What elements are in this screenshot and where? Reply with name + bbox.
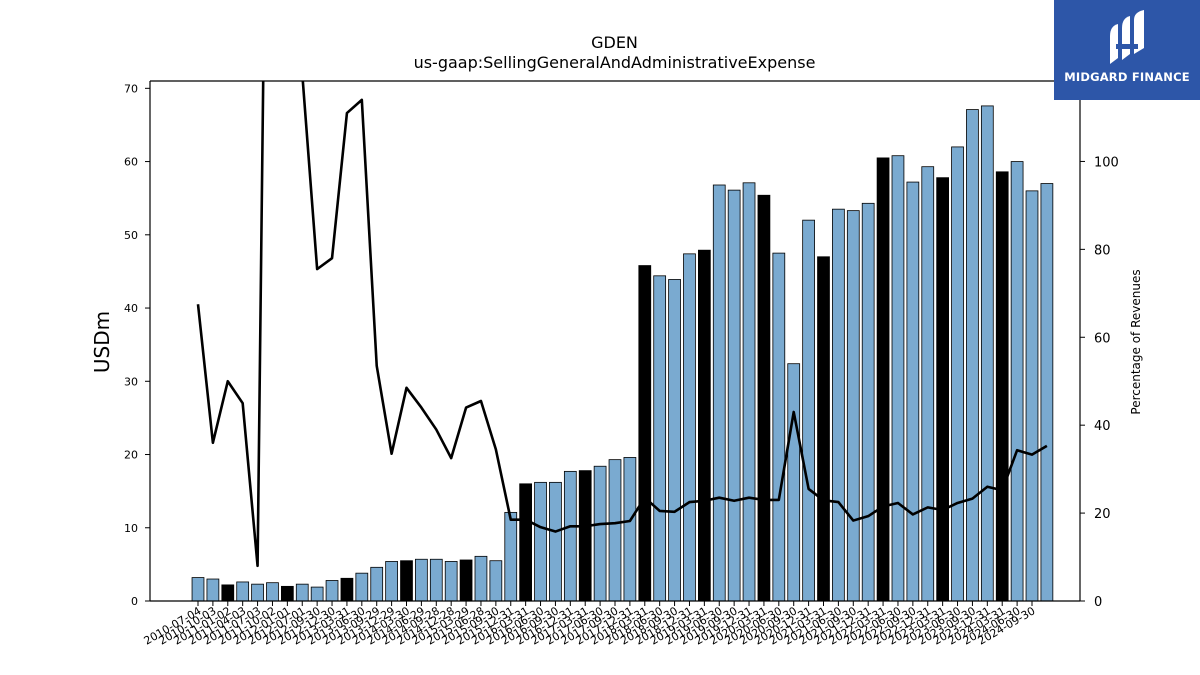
bar [355,572,369,602]
bar [712,184,726,602]
bar [370,566,384,602]
bar [474,555,488,602]
y-tick-label: 40 [124,302,138,315]
bar [221,584,235,602]
y-tick-label: 20 [124,449,138,462]
right-axis-ticks: 0 20 40 60 80 100 [1080,155,1119,610]
bar [534,481,547,602]
bar [385,561,398,602]
bar [1010,161,1024,602]
y2-tick-label: 60 [1094,331,1111,346]
y2-axis-label: Percentage of Revenues [1129,269,1143,414]
bar [489,560,503,602]
bar [951,146,964,602]
y-tick-label: 0 [131,595,138,608]
bar [325,580,339,602]
bar [668,279,681,602]
chart-subtitle: us-gaap:SellingGeneralAndAdministrativeE… [414,53,816,72]
bar [206,578,220,602]
bar [638,265,652,602]
midgard-finance-logo: MIDGARD FINANCE [1054,0,1200,100]
bar [266,582,279,602]
bar [772,252,786,602]
bar [578,470,592,602]
bar [444,561,458,602]
bar [817,256,830,602]
chart-title: GDEN [591,33,638,52]
y-axis-label: USDm [90,311,114,373]
bar [980,105,994,602]
bar [727,189,741,602]
left-axis-ticks: 0 10 20 30 40 50 60 70 [124,82,150,608]
bar [1025,190,1039,602]
bar [936,177,950,602]
bar-series [191,105,1054,602]
bar [623,457,637,602]
bar [459,559,473,602]
bar [504,511,518,602]
bar [519,483,533,602]
bar [861,202,875,602]
bar [429,558,443,602]
y-tick-label: 10 [124,522,138,535]
y-tick-label: 60 [124,156,138,169]
bar [876,157,890,602]
bar [251,583,264,602]
bar [906,181,920,602]
bar [593,465,607,602]
y-tick-label: 30 [124,375,138,388]
logo-text: MIDGARD FINANCE [1064,70,1190,84]
bar [415,558,428,602]
y-tick-label: 50 [124,229,138,242]
bar [802,219,815,602]
bar [608,459,622,602]
bar [832,208,845,602]
bar [340,577,354,602]
line-series [196,81,1048,568]
bar [891,155,905,602]
y2-tick-label: 40 [1094,419,1111,434]
bar [280,585,294,602]
bar [310,586,324,602]
x-axis-ticks: 2010-07-042010-10-032011-01-022011-04-03… [142,601,1038,648]
y2-tick-label: 80 [1094,243,1111,258]
bar [966,109,979,602]
bar [400,560,413,602]
bar [549,481,562,602]
y2-tick-label: 20 [1094,507,1111,522]
bar [846,210,860,602]
bar [921,166,935,602]
bar [742,182,756,602]
bar [236,581,250,602]
y2-tick-label: 100 [1094,155,1119,170]
bar [683,253,696,602]
bar [995,171,1009,602]
bar [295,583,309,602]
bar [787,363,801,602]
bar [653,275,667,602]
y-tick-label: 70 [124,82,138,95]
percentage-line [196,81,1048,568]
bar [1040,183,1054,602]
bar [563,470,577,602]
y2-tick-label: 0 [1094,595,1102,610]
bar [698,249,711,602]
bar [757,194,771,602]
midgard-logo-icon [1110,10,1144,64]
bar [191,577,205,602]
